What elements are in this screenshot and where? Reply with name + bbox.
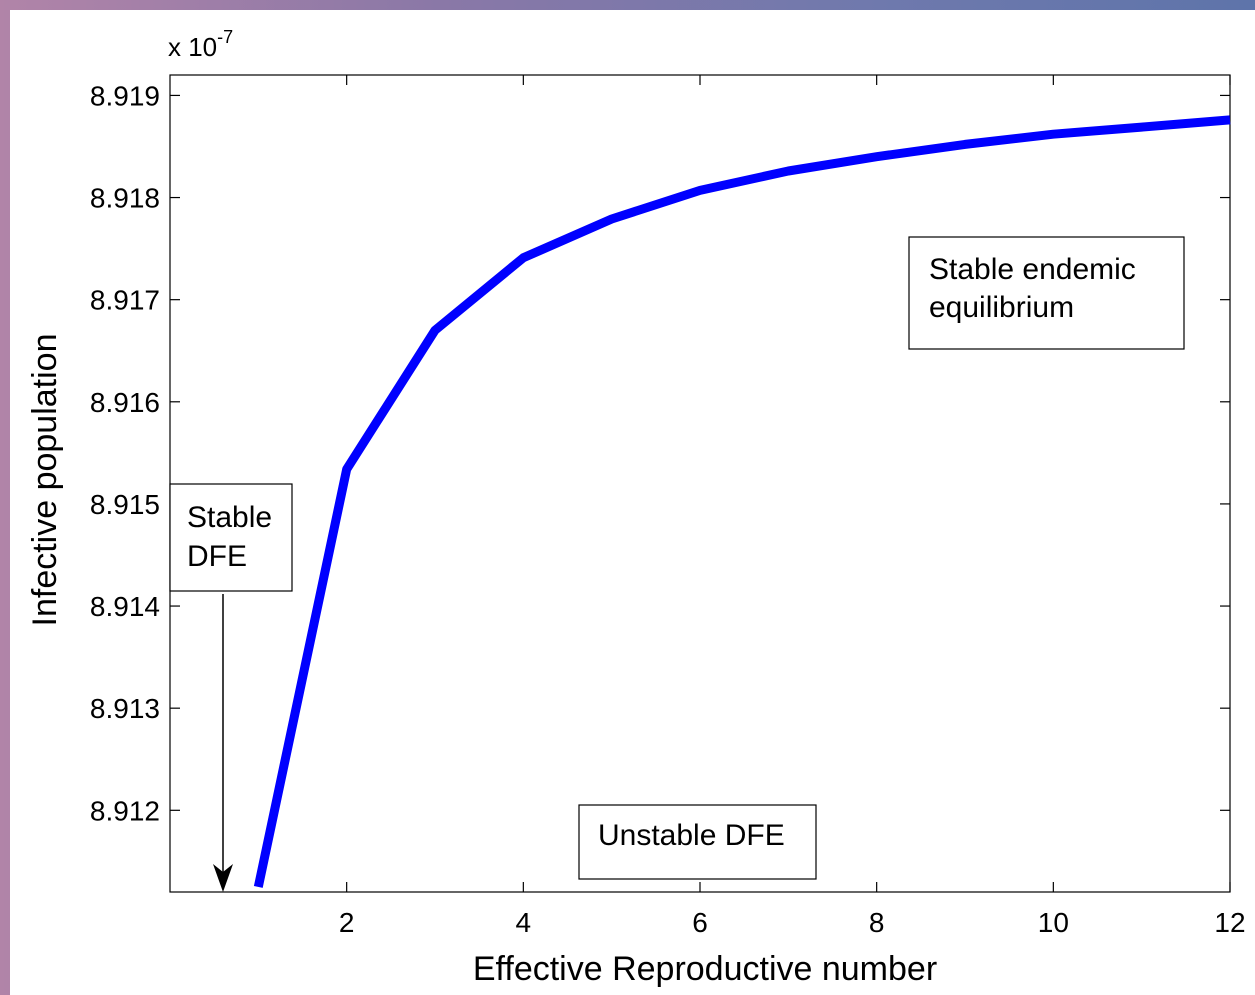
y-tick-label: 8.916 — [90, 387, 160, 418]
x-tick-label: 6 — [692, 907, 708, 938]
x-tick-label: 12 — [1214, 907, 1245, 938]
annotation-box — [578, 804, 817, 880]
annotation-unstable-dfe: Unstable DFE — [578, 804, 817, 880]
y-tick-label: 8.918 — [90, 183, 160, 214]
x-axis-ticks: 2 4 6 8 10 12 — [339, 75, 1246, 938]
y-tick-label: 8.914 — [90, 591, 160, 622]
annotation-stable-dfe: Stable DFE — [169, 483, 293, 592]
x-tick-label: 10 — [1038, 907, 1069, 938]
annotation-box — [169, 483, 293, 592]
annotation-line: equilibrium — [929, 291, 1074, 324]
stable-dfe-arrow — [213, 594, 233, 892]
y-tick-label: 8.915 — [90, 489, 160, 520]
y-axis-multiplier: x 10-7 — [168, 27, 233, 62]
y-axis-multiplier-base: x 10 — [168, 32, 217, 62]
y-tick-label: 8.919 — [90, 80, 160, 111]
annotation-line: Stable — [187, 501, 272, 534]
x-axis-label: Effective Reproductive number — [473, 950, 937, 988]
y-tick-label: 8.913 — [90, 693, 160, 724]
annotation-stable-endemic: Stable endemic equilibrium — [908, 236, 1185, 350]
annotation-box — [908, 236, 1185, 350]
x-tick-label: 2 — [339, 907, 355, 938]
arrow-head — [213, 864, 233, 892]
y-axis-label: Infective population — [26, 334, 64, 627]
series-line — [253, 115, 1231, 888]
annotation-line: Unstable DFE — [598, 819, 785, 852]
y-tick-label: 8.912 — [90, 795, 160, 826]
y-axis-ticks: 8.912 8.913 8.914 8.915 8.916 8.917 8.918 8.919 — [90, 80, 1230, 826]
y-tick-label: 8.917 — [90, 285, 160, 316]
plot-area — [169, 74, 1231, 893]
y-axis-multiplier-exponent: -7 — [217, 27, 233, 47]
annotation-line: Stable endemic — [929, 253, 1136, 286]
x-tick-label: 8 — [869, 907, 885, 938]
annotation-line: DFE — [187, 540, 247, 573]
x-tick-label: 4 — [516, 907, 532, 938]
